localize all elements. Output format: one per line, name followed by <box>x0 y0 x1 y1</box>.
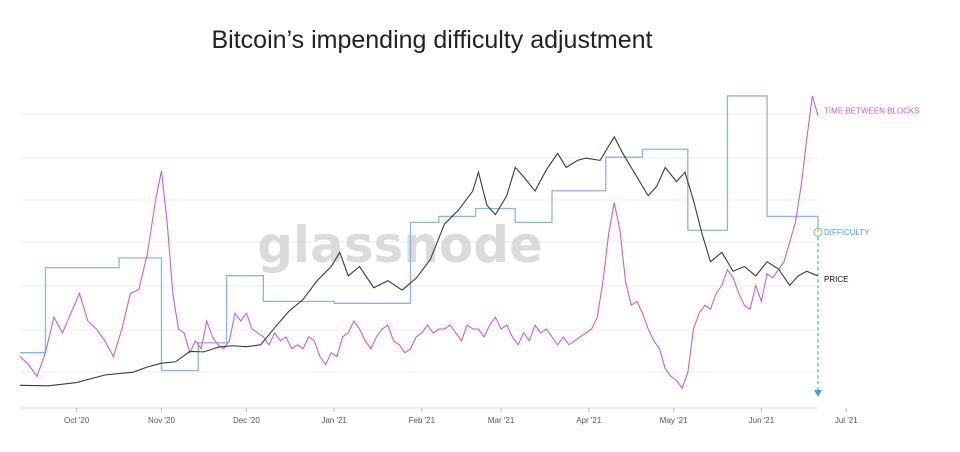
gridlines <box>20 113 818 409</box>
x-tick-label: Jun '21 <box>749 416 775 425</box>
series-group <box>19 95 823 397</box>
x-tick-label: Oct '20 <box>64 416 90 425</box>
chart-title: Bitcoin’s impending difficulty adjustmen… <box>211 26 653 54</box>
difficulty-current-marker <box>813 227 823 237</box>
x-tick-label: Jul '21 <box>835 416 858 425</box>
difficulty-series-line <box>20 95 819 372</box>
x-axis-ticks: Oct '20 Nov '20 Dec '20 Jan '21 Feb '21 Mar '… <box>64 408 858 425</box>
x-tick-label: Mar '21 <box>488 416 515 425</box>
x-tick-label: May '21 <box>660 416 688 425</box>
price-series-line <box>19 135 819 387</box>
difficulty-label: DIFFICULTY <box>824 228 870 237</box>
series-labels: TIME BETWEEN BLOCKS PRICE DIFFICULTY <box>824 107 920 284</box>
x-tick-label: Jan '21 <box>321 416 347 425</box>
glassnode-watermark: glassnode <box>257 216 543 274</box>
x-tick-label: Dec '20 <box>233 416 260 425</box>
x-tick-label: Apr '21 <box>576 416 602 425</box>
x-tick-label: Feb '21 <box>409 416 436 425</box>
x-tick-label: Nov '20 <box>148 416 175 425</box>
difficulty-projection-arrowhead <box>814 390 822 397</box>
time-between-blocks-label: TIME BETWEEN BLOCKS <box>824 107 920 116</box>
time-between-blocks-series-line <box>19 95 819 390</box>
price-label: PRICE <box>824 275 848 284</box>
